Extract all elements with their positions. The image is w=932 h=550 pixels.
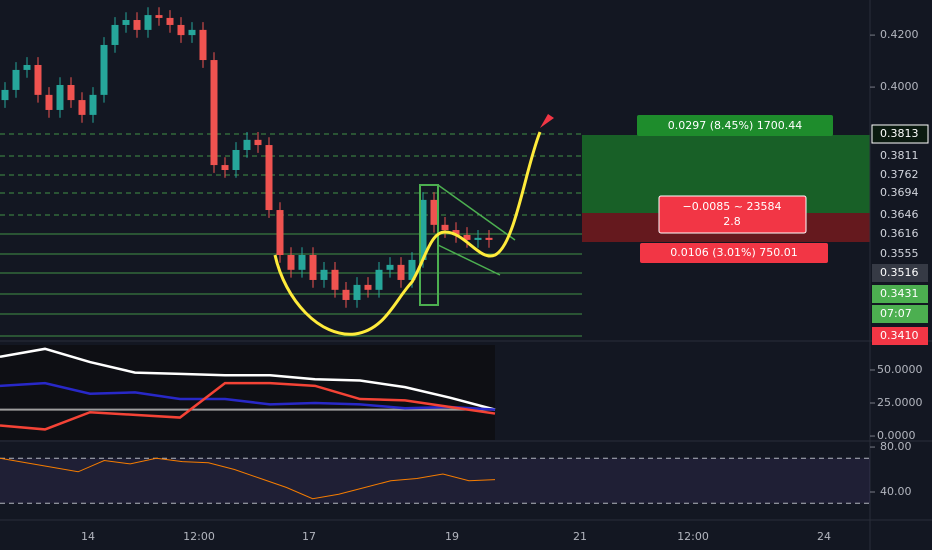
candle-body xyxy=(441,224,449,231)
candle-body xyxy=(287,255,295,270)
candle-body xyxy=(265,145,273,211)
center-label: −0.0085 ~ 23584 xyxy=(683,200,782,213)
ratio-label: 2.8 xyxy=(723,215,741,228)
candle-body xyxy=(254,139,262,146)
candle-body xyxy=(397,264,405,280)
price-tag: 0.3694 xyxy=(880,186,919,199)
y-tick-label: 0.4200 xyxy=(880,28,919,41)
dmi-background xyxy=(0,345,495,440)
candle-body xyxy=(100,44,108,95)
candle-body xyxy=(430,199,438,225)
price-tag: 07:07 xyxy=(880,307,912,320)
candle-body xyxy=(45,94,53,110)
price-tag-bg xyxy=(871,124,929,144)
candle-body xyxy=(375,269,383,290)
candle-body xyxy=(56,85,64,110)
price-tag: 0.3410 xyxy=(880,329,919,342)
candle-body xyxy=(320,269,328,280)
profit-label-bg xyxy=(637,115,833,136)
candle-body xyxy=(23,64,31,70)
candle-body xyxy=(67,85,75,101)
candle-body xyxy=(353,284,361,300)
price-tag: 0.3431 xyxy=(880,287,919,300)
flag-line xyxy=(437,184,516,241)
price-tag: 0.3811 xyxy=(880,149,919,162)
candle-body xyxy=(364,284,372,290)
candle-body xyxy=(177,24,185,36)
candle-body xyxy=(12,69,20,90)
x-tick-label: 17 xyxy=(302,530,316,543)
candle-body xyxy=(342,289,350,300)
dmi-line xyxy=(0,381,496,431)
x-tick-label: 19 xyxy=(445,530,459,543)
candle-body xyxy=(210,60,218,166)
candle-body xyxy=(111,24,119,45)
candle-body xyxy=(78,100,86,115)
y-tick-label: 0.4000 xyxy=(880,80,919,93)
y-tick-label: 80.00 xyxy=(880,440,912,453)
candle-body xyxy=(474,237,482,240)
price-tag-bg xyxy=(872,264,928,282)
candle-body xyxy=(122,20,130,25)
rsi-line xyxy=(0,457,496,500)
price-tag: 0.3516 xyxy=(880,266,919,279)
cup-curve xyxy=(273,131,542,336)
loss-label: 0.0106 (3.01%) 750.01 xyxy=(670,246,798,259)
dmi-line xyxy=(0,381,496,411)
y-tick-label: 50.0000 xyxy=(877,363,923,376)
candle-body xyxy=(34,64,42,95)
candle-body xyxy=(331,269,339,290)
candle-body xyxy=(276,210,284,255)
price-tag: 0.3555 xyxy=(880,247,919,260)
y-tick-label: 0.0000 xyxy=(877,429,916,442)
price-tag-bg xyxy=(872,305,928,323)
candle-body xyxy=(199,29,207,61)
price-tag: 0.3646 xyxy=(880,208,919,221)
y-tick-label: 25.0000 xyxy=(877,396,923,409)
profit-label: 0.0297 (8.45%) 1700.44 xyxy=(668,119,803,132)
candle-body xyxy=(133,20,141,30)
candle-body xyxy=(221,165,229,170)
candle-body xyxy=(89,94,97,115)
candle-body xyxy=(463,234,471,240)
x-tick-label: 21 xyxy=(573,530,587,543)
candle-body xyxy=(232,149,240,170)
candle-body xyxy=(452,230,460,235)
dmi-line xyxy=(0,347,496,411)
candle-body xyxy=(166,17,174,25)
center-label-bg xyxy=(658,195,807,234)
candle-body xyxy=(188,29,196,36)
candle-body xyxy=(243,139,251,150)
candle-body xyxy=(309,255,317,280)
candle-body xyxy=(408,259,416,280)
price-tag: 0.3616 xyxy=(880,227,919,240)
x-tick-label: 12:00 xyxy=(677,530,709,543)
x-tick-label: 24 xyxy=(817,530,831,543)
x-tick-label: 12:00 xyxy=(183,530,215,543)
price-tag-bg xyxy=(872,285,928,303)
x-tick-label: 14 xyxy=(81,530,95,543)
rocket-icon xyxy=(540,114,554,128)
candle-body xyxy=(155,15,163,18)
rsi-band xyxy=(0,458,870,504)
candle-body xyxy=(419,199,427,260)
candle-body xyxy=(386,264,394,270)
candle-body xyxy=(485,237,493,240)
price-tag: 0.3762 xyxy=(880,168,919,181)
y-tick-label: 40.00 xyxy=(880,485,912,498)
price-tag: 0.3813 xyxy=(880,127,919,140)
candle-body xyxy=(1,89,9,101)
price-tag-bg xyxy=(872,327,928,345)
loss-label-bg xyxy=(640,243,828,263)
candle-body xyxy=(144,15,152,30)
candle-body xyxy=(298,255,306,270)
flag-line xyxy=(437,244,501,276)
